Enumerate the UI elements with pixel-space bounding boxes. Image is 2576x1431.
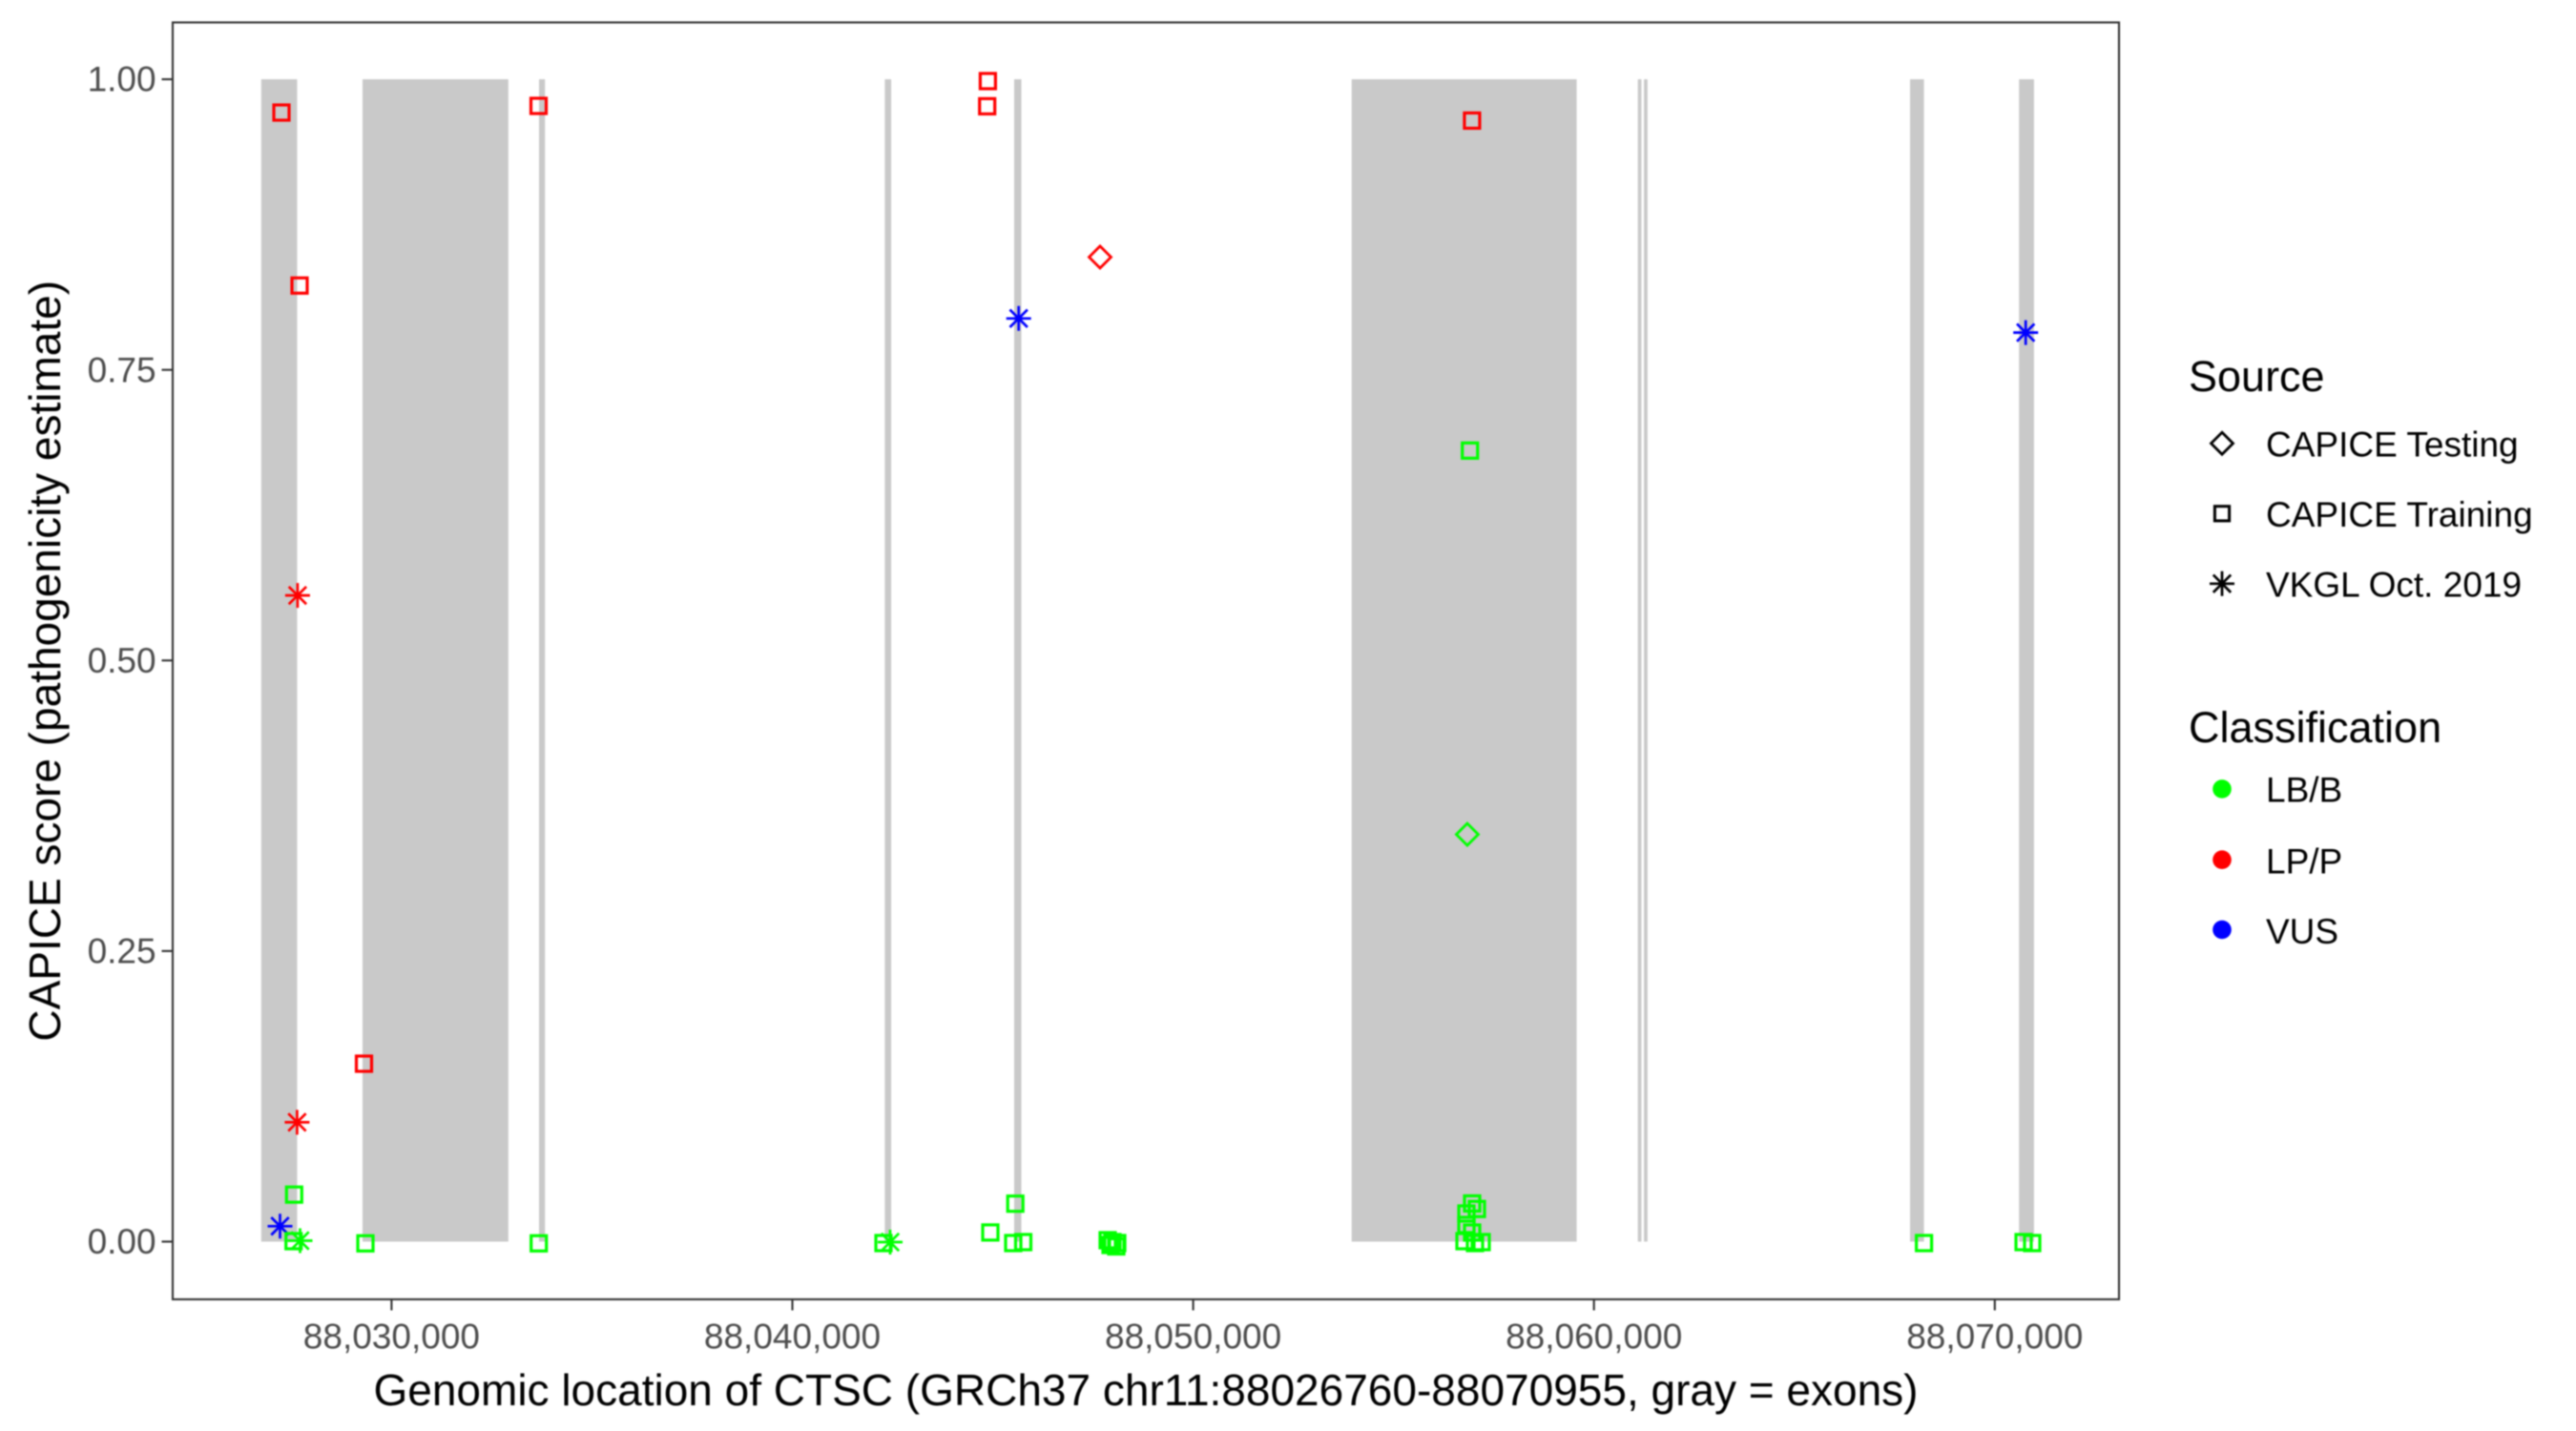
svg-text:88,050,000: 88,050,000 xyxy=(1105,1317,1281,1357)
svg-text:0.25: 0.25 xyxy=(88,932,156,971)
svg-text:Source: Source xyxy=(2189,352,2325,401)
svg-text:VKGL Oct. 2019: VKGL Oct. 2019 xyxy=(2266,565,2522,604)
svg-text:88,060,000: 88,060,000 xyxy=(1506,1317,1682,1357)
svg-text:CAPICE Testing: CAPICE Testing xyxy=(2266,425,2519,464)
svg-text:Classification: Classification xyxy=(2189,703,2441,752)
svg-text:88,040,000: 88,040,000 xyxy=(704,1317,881,1357)
svg-text:0.75: 0.75 xyxy=(88,350,156,389)
svg-text:88,070,000: 88,070,000 xyxy=(1906,1317,2083,1357)
svg-text:CAPICE score (pathogenicity es: CAPICE score (pathogenicity estimate) xyxy=(20,280,70,1042)
svg-text:1.00: 1.00 xyxy=(88,60,156,99)
svg-text:LB/B: LB/B xyxy=(2266,771,2342,810)
svg-text:0.00: 0.00 xyxy=(88,1222,156,1261)
svg-text:CAPICE Training: CAPICE Training xyxy=(2266,495,2533,534)
svg-text:0.50: 0.50 xyxy=(88,641,156,680)
svg-text:Genomic location of CTSC (GRCh: Genomic location of CTSC (GRCh37 chr11:8… xyxy=(373,1365,1918,1415)
svg-text:VUS: VUS xyxy=(2266,912,2338,951)
svg-text:88,030,000: 88,030,000 xyxy=(303,1317,480,1357)
svg-text:LP/P: LP/P xyxy=(2266,841,2342,881)
